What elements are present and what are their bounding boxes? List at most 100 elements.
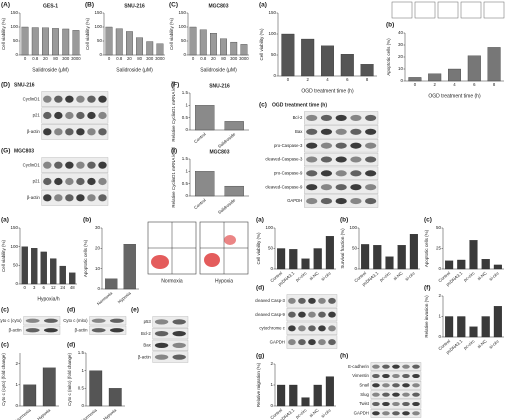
y-tick-label: 2 (438, 293, 441, 298)
blot-band (306, 184, 318, 191)
blot-band (298, 311, 306, 318)
y-tick-label: 0 (438, 334, 441, 339)
y-tick-label: 100 (10, 24, 18, 29)
blot-band (382, 411, 390, 416)
y-tick-label: 0.5 (182, 115, 189, 120)
y-axis-label: Relative CyclinD1 mRNA level (171, 147, 176, 207)
blot-band (372, 373, 380, 379)
blot-band (328, 311, 336, 318)
blot-row-label: p53 (144, 319, 152, 324)
bar (156, 43, 164, 56)
panel-label: (B) (85, 2, 94, 9)
blot-band (382, 373, 390, 379)
bar (313, 384, 322, 407)
panel-label: (d) (256, 285, 264, 292)
x-tick-label: Hypoxia (117, 290, 133, 304)
bar (321, 45, 334, 77)
blot-band (306, 114, 318, 121)
blot-row-label: cytochrome c (259, 326, 285, 331)
x-tick-label: 0 (108, 56, 111, 61)
blot-band (98, 128, 107, 136)
blot-band (25, 328, 40, 333)
blot-band (43, 128, 52, 136)
blot-band (65, 177, 74, 186)
blot-band (392, 392, 400, 397)
blot-band (335, 128, 347, 135)
blot-row-label: β-actin (75, 327, 89, 332)
bar (23, 384, 37, 407)
blot-title: OGD treatment time (h) (272, 102, 327, 108)
blot-band (365, 142, 377, 149)
blot-band (350, 114, 362, 121)
blot-band (372, 392, 380, 397)
blot-band (154, 319, 169, 325)
blot-row-label: GAPDH (354, 410, 369, 415)
blot-band (76, 161, 85, 169)
y-tick-label: 0.5 (78, 386, 85, 391)
panel-label: (c) (424, 217, 432, 224)
y-tick-label: 1 (185, 103, 188, 108)
y-tick-label: 50 (13, 263, 19, 268)
blot-row-label: Slug (360, 392, 369, 397)
bar (397, 245, 406, 270)
blot-row-label: β-actin (27, 195, 41, 200)
y-axis-label: Cell viability (%) (85, 18, 90, 51)
blot-band (43, 328, 58, 333)
bar (50, 258, 57, 285)
blot-row-label: β-actin (9, 327, 23, 332)
y-tick-label: 10 (95, 266, 101, 271)
y-tick-label: 0.5 (182, 181, 189, 186)
x-axis-label: OGD treatment time (h) (301, 88, 354, 94)
blot-row-label: Bcl-2 (293, 115, 303, 120)
bar (220, 38, 227, 56)
y-tick-label: 0 (270, 403, 273, 408)
y-axis-label: Survival fraction (%) (340, 228, 345, 269)
x-tick-label: Control (193, 198, 207, 211)
y-tick-label: 40 (398, 30, 404, 35)
bar (210, 33, 217, 56)
bar (72, 30, 80, 56)
blot-band (382, 383, 390, 388)
flow-thumb (391, 1, 413, 19)
blot-strip (152, 328, 189, 340)
blot-band (54, 194, 63, 202)
x-tick-label: pc-circ (463, 270, 477, 283)
panel-subtitle: MGC803 (209, 149, 229, 155)
bar (136, 37, 143, 56)
blot-band (87, 161, 96, 169)
y-tick-label: 150 (178, 10, 186, 15)
bar (493, 264, 502, 270)
x-tick-label: Normoxia (96, 290, 114, 306)
panel-label: (D) (1, 82, 10, 89)
blot-band (392, 383, 400, 388)
y-axis-label: Apoptotic cells (%) (424, 229, 429, 267)
x-tick-label: si-NC (308, 271, 319, 282)
panel-label: (A) (1, 2, 10, 9)
x-tick-label: si-NC (392, 271, 403, 282)
panel-label: (g) (256, 353, 264, 360)
blot-band (87, 194, 96, 202)
bar (224, 185, 244, 197)
blot-band (328, 339, 336, 346)
blot-strip (41, 190, 109, 206)
blot-band (365, 128, 377, 135)
bar (189, 26, 197, 56)
panel-label: (G) (1, 148, 10, 155)
y-axis-label: Apoptotic cells (%) (83, 239, 88, 277)
y-tick-label: 1.5 (78, 350, 85, 355)
y-axis-label: Cell viability (%) (259, 28, 264, 61)
blot-band (76, 177, 85, 186)
y-tick-label: 20 (95, 246, 101, 251)
blot-strip (23, 316, 61, 326)
flow-plots: Normoxia Hypoxia (147, 221, 249, 284)
blot-band (306, 198, 318, 205)
y-tick-label: 50 (271, 52, 277, 57)
y-tick-label: 150 (10, 10, 18, 15)
y-tick-label: 0 (97, 286, 100, 291)
bar (360, 64, 374, 77)
bar (277, 248, 286, 270)
blot-band (350, 142, 362, 149)
x-tick-label: 3000 (239, 56, 249, 61)
x-tick-label: 20 (43, 56, 48, 61)
